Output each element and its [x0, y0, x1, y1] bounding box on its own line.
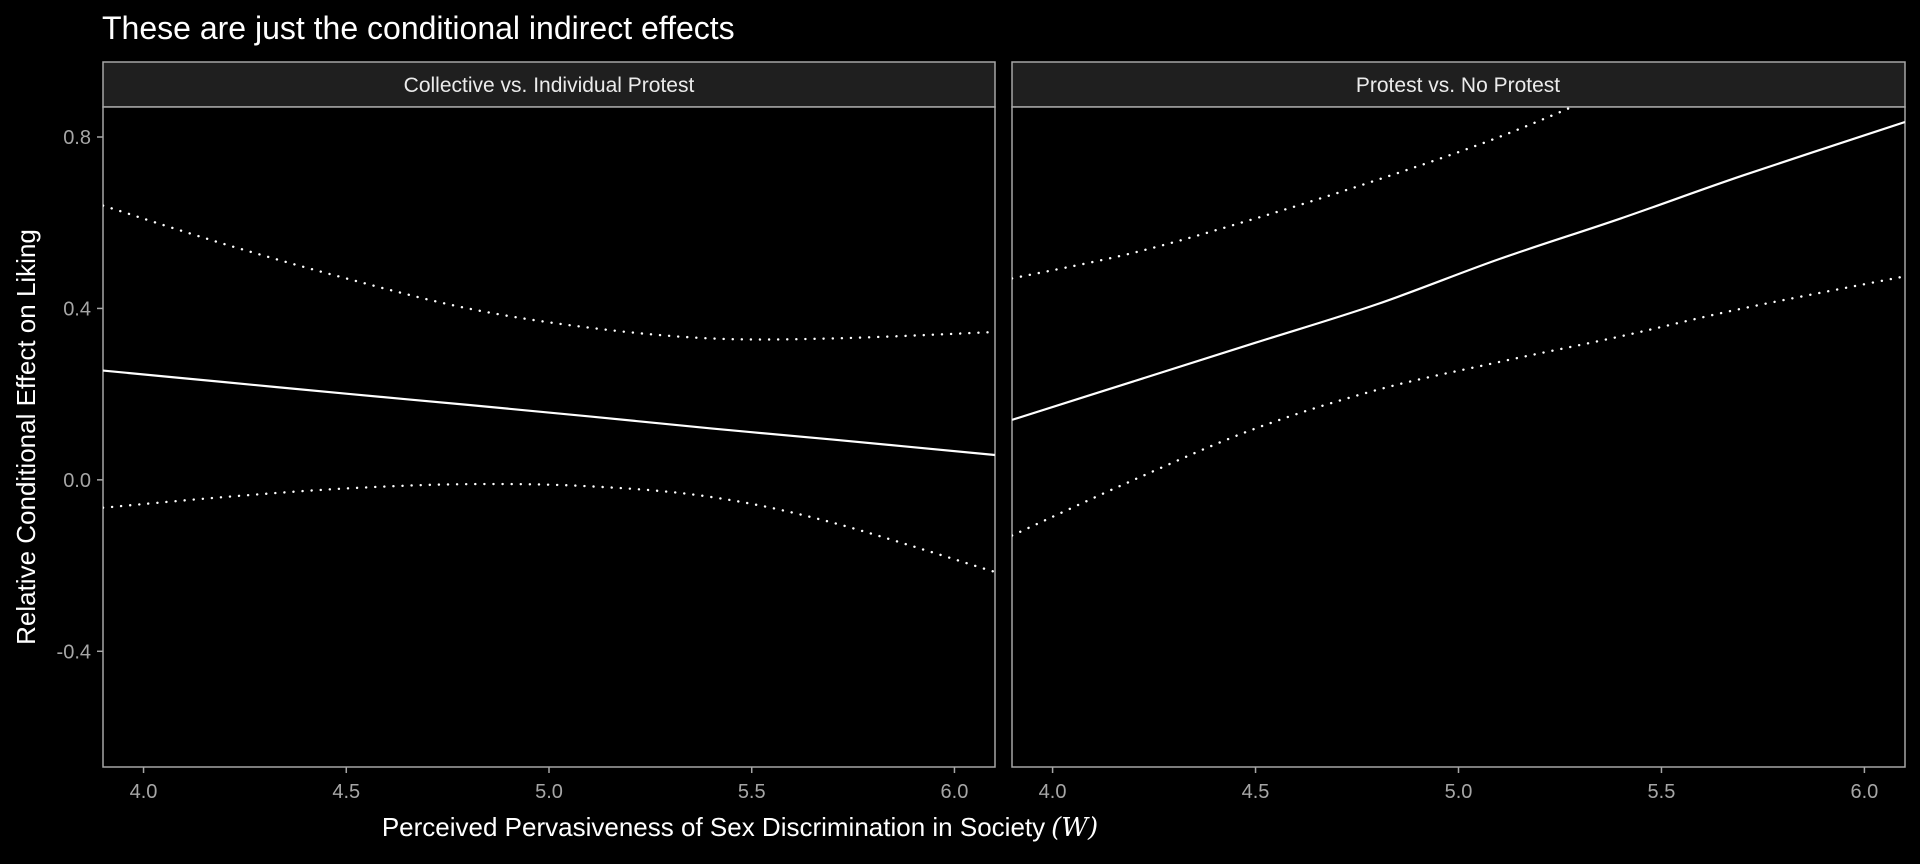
- facet-right-label: Protest vs. No Protest: [1356, 74, 1560, 97]
- x-axis-title-text: Perceived Pervasiveness of Sex Discrimin…: [382, 812, 1045, 842]
- x-tick-label: 6.0: [1851, 781, 1879, 803]
- y-tick-label: 0.8: [63, 127, 91, 149]
- axis-ticks: 0.8 0.4 0.0 -0.4 4.0 4.5 5.0 5.5 6.0 4.0 4.5 5.0 5.5…: [57, 127, 1879, 803]
- facet-left-strip: [102, 61, 996, 108]
- y-axis-title: Relative Conditional Effect on Liking: [11, 229, 41, 645]
- ci-upper-line: [103, 204, 995, 341]
- y-tick-label: 0.4: [63, 298, 91, 320]
- facet-right: Protest vs. No Protest: [1011, 61, 1906, 768]
- x-tick-label: 4.5: [332, 781, 360, 803]
- facet-right-panel: [1011, 106, 1906, 768]
- estimate-line: [103, 369, 995, 457]
- x-tick-label: 5.0: [1445, 781, 1473, 803]
- x-tick-label: 5.5: [1648, 781, 1676, 803]
- ci-lower-line: [103, 482, 995, 574]
- x-tick-label: 4.0: [1039, 781, 1067, 803]
- chart-title: These are just the conditional indirect …: [102, 10, 735, 46]
- x-tick-label: 6.0: [941, 781, 969, 803]
- facet-left-label: Collective vs. Individual Protest: [404, 74, 695, 97]
- x-axis-title-math: (W): [1051, 813, 1098, 843]
- facet-left: Collective vs. Individual Protest: [102, 61, 996, 768]
- x-axis-title: Perceived Pervasiveness of Sex Discrimin…: [382, 812, 1098, 843]
- x-tick-label: 4.5: [1242, 781, 1270, 803]
- x-tick-label: 5.0: [535, 781, 563, 803]
- x-tick-label: 5.5: [738, 781, 766, 803]
- y-tick-label: -0.4: [57, 641, 91, 663]
- x-tick-label: 4.0: [130, 781, 158, 803]
- ci-upper-line: [1012, 107, 1575, 280]
- y-tick-label: 0.0: [63, 470, 91, 492]
- facet-left-panel: [102, 106, 996, 768]
- estimate-line: [1012, 120, 1905, 421]
